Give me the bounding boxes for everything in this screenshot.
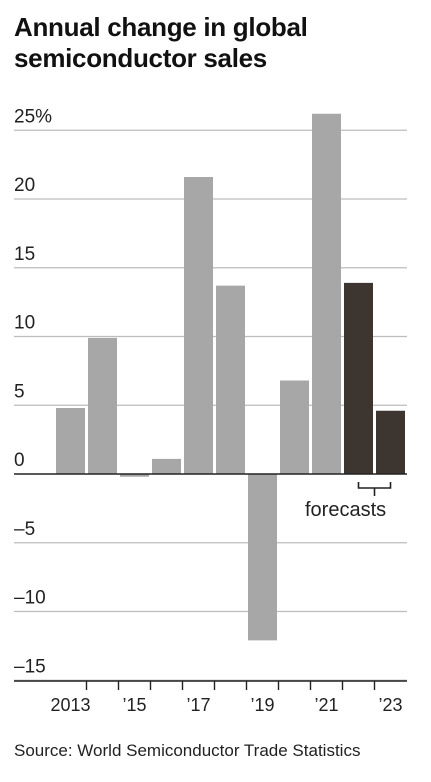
y-tick-label: –15 bbox=[14, 656, 46, 677]
bar-2020 bbox=[280, 380, 309, 474]
y-tick-label: –10 bbox=[14, 588, 46, 609]
x-tick-label: ’15 bbox=[122, 695, 146, 715]
y-tick-label: 10 bbox=[14, 313, 35, 334]
bar-2021 bbox=[312, 113, 341, 474]
y-tick-label: 15 bbox=[14, 244, 35, 265]
x-tick-label: 2013 bbox=[50, 695, 90, 715]
y-tick-label: –5 bbox=[14, 519, 35, 540]
bar-2014 bbox=[88, 337, 117, 474]
x-tick-label: ’17 bbox=[186, 695, 210, 715]
bar-2019 bbox=[248, 474, 277, 641]
x-tick-label: ’19 bbox=[250, 695, 274, 715]
bar-2013 bbox=[56, 408, 85, 474]
forecast-label: forecasts bbox=[305, 499, 386, 521]
x-tick-label: ’21 bbox=[314, 695, 338, 715]
x-tick-label: ’23 bbox=[378, 695, 402, 715]
x-axis: 2013 ’15 ’17 ’19 ’21 ’23 bbox=[14, 473, 407, 715]
y-tick-label: 25% bbox=[14, 106, 52, 127]
y-tick-label: 5 bbox=[14, 381, 25, 402]
y-tick-label: 20 bbox=[14, 175, 35, 196]
y-axis-tick-labels: 25% 20 15 10 5 0 –5 –10 –15 bbox=[14, 106, 52, 677]
bar-2017 bbox=[184, 177, 213, 474]
forecast-bracket bbox=[357, 482, 392, 496]
bar-2016 bbox=[152, 458, 181, 474]
forecast-annotation: forecasts bbox=[305, 482, 392, 521]
bar-2023 bbox=[376, 410, 405, 474]
bar-2018 bbox=[216, 285, 245, 474]
source-note: Source: World Semiconductor Trade Statis… bbox=[14, 741, 361, 760]
y-tick-label: 0 bbox=[14, 450, 25, 471]
bars bbox=[56, 113, 405, 641]
chart-title: Annual change in global semiconductor sa… bbox=[14, 12, 308, 73]
bar-2015 bbox=[120, 474, 149, 477]
bar-2022 bbox=[344, 282, 373, 474]
